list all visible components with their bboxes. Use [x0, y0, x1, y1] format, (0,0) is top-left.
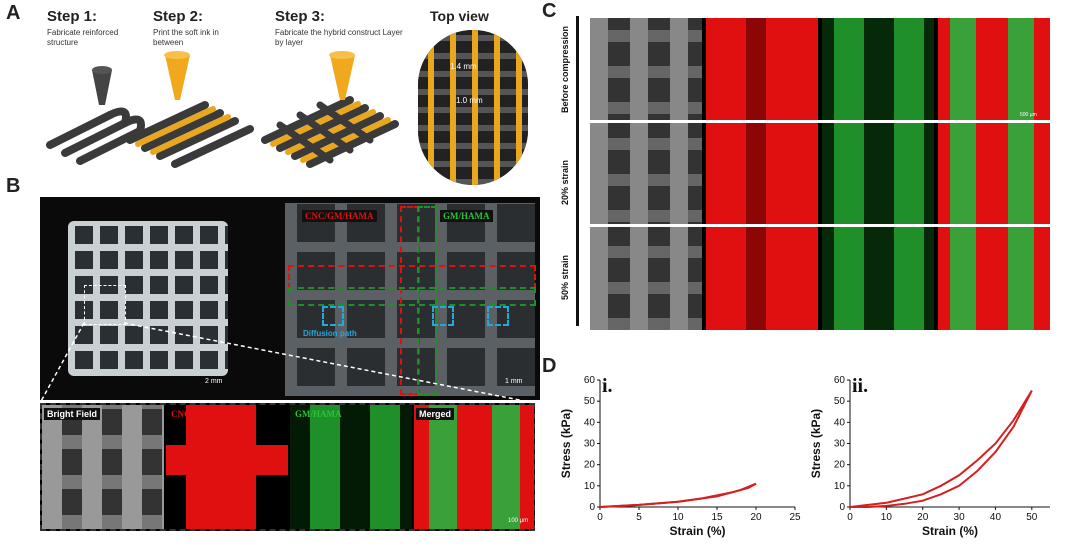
- y-tick-label: 10: [834, 481, 846, 492]
- scale-bar-100um: 100 µm: [508, 518, 529, 524]
- row-label-20: 20% strain: [560, 159, 570, 205]
- scaffold-photo: [68, 221, 228, 376]
- y-tick-label: 60: [584, 375, 596, 386]
- x-tick-label: 30: [954, 512, 966, 523]
- label-green-channel: GM/HAMA: [295, 409, 342, 419]
- y-tick-label: 30: [584, 439, 596, 450]
- x-axis-label: Strain (%): [922, 524, 978, 538]
- bright-field-image: [42, 405, 164, 529]
- zoom-lines: [0, 0, 540, 552]
- y-tick-label: 0: [589, 502, 595, 513]
- scale-bar-1mm: 1 mm: [505, 378, 523, 385]
- x-tick-label: 20: [917, 512, 929, 523]
- green-channel-image: [290, 405, 412, 529]
- stress-strain-chart-i: 0 5 10 15 20 25 0 10 20 30 40 50 60 Strain (%) Stress …: [559, 375, 801, 538]
- x-tick-label: 10: [881, 512, 893, 523]
- label-bright-field: Bright Field: [44, 408, 100, 420]
- diffusion-box-3: [487, 306, 509, 326]
- green-path-vertical: [417, 206, 437, 395]
- label-red-channel: CNC/GM/HAMA: [171, 409, 240, 419]
- top-view-title: Top view: [430, 8, 489, 24]
- panel-c-divider: [576, 16, 579, 326]
- red-path-vertical: [400, 206, 420, 395]
- step3-title: Step 3:: [275, 8, 326, 25]
- label-cnc: CNC/GM/HAMA: [302, 210, 377, 222]
- panel-d-charts: 0 5 10 15 20 25 0 10 20 30 40 50 60 Strain (%) Stress …: [559, 375, 1050, 538]
- c-scale-bar: 500 µm: [1020, 112, 1037, 118]
- chart-panel-label: ii.: [852, 375, 868, 397]
- y-tick-label: 0: [839, 502, 845, 513]
- green-path-horizontal: [288, 287, 536, 306]
- fabrication-illustration: [46, 51, 399, 168]
- label-merged: Merged: [416, 408, 455, 420]
- step1-title: Step 1:: [47, 8, 98, 25]
- row-label-50: 50% strain: [560, 254, 570, 300]
- y-tick-label: 40: [834, 417, 846, 428]
- step2-desc: Print the soft ink in between: [153, 28, 219, 47]
- zoom-region-box: [84, 285, 126, 325]
- y-tick-label: 10: [584, 481, 596, 492]
- x-tick-label: 50: [1026, 512, 1038, 523]
- x-axis-label: Strain (%): [669, 524, 725, 538]
- row-label-before: Before compression: [560, 25, 570, 113]
- series-line-0: [849, 390, 1033, 508]
- step2-structure: [126, 51, 254, 168]
- x-tick-label: 5: [636, 512, 642, 523]
- x-tick-label: 0: [847, 512, 853, 523]
- label-gm: GM/HAMA: [440, 210, 493, 222]
- panel-c-grid: [590, 18, 1050, 330]
- y-tick-label: 50: [584, 396, 596, 407]
- label-diffusion: Diffusion path: [303, 329, 357, 338]
- x-tick-label: 40: [990, 512, 1002, 523]
- step3-desc: Fabricate the hybrid construct Layer by …: [275, 28, 403, 47]
- stress-strain-chart-ii: 0 10 20 30 40 50 0 10 20 30 40 50 60 Strain (%) Stress…: [809, 375, 1050, 538]
- diffusion-box-2: [432, 306, 454, 326]
- scale-bar-2mm: 2 mm: [205, 378, 223, 385]
- y-tick-label: 20: [584, 460, 596, 471]
- x-tick-label: 20: [750, 512, 762, 523]
- step1-desc: Fabricate reinforced structure: [47, 28, 119, 47]
- dim-label-2: 1.0 mm: [456, 96, 483, 105]
- x-tick-label: 25: [789, 512, 801, 523]
- red-channel-image: [166, 405, 288, 529]
- y-tick-label: 40: [584, 417, 596, 428]
- top-view-circle: [418, 30, 528, 185]
- diffusion-box-1: [322, 306, 344, 326]
- y-tick-label: 60: [834, 375, 846, 386]
- series-line-0: [599, 482, 757, 508]
- y-axis-label: Stress (kPa): [809, 409, 823, 478]
- x-tick-label: 10: [672, 512, 684, 523]
- series-line-1: [599, 482, 757, 508]
- panel-label-a: A: [6, 2, 21, 24]
- step2-title: Step 2:: [153, 8, 204, 25]
- panel-label-b: B: [6, 175, 21, 197]
- x-tick-label: 15: [711, 512, 723, 523]
- panel-label-c: C: [542, 0, 557, 22]
- panel-label-d: D: [542, 355, 557, 377]
- series-line-1: [850, 390, 1033, 508]
- y-tick-label: 30: [834, 439, 846, 450]
- merged-image: [414, 405, 534, 529]
- y-tick-label: 20: [834, 460, 846, 471]
- dim-label-1: 1.4 mm: [450, 62, 477, 71]
- microscope-image: [285, 203, 535, 396]
- chart-panel-label: i.: [602, 375, 613, 397]
- y-tick-label: 50: [834, 396, 846, 407]
- y-axis-label: Stress (kPa): [559, 409, 573, 478]
- step3-structure: [261, 51, 399, 168]
- x-tick-label: 0: [597, 512, 603, 523]
